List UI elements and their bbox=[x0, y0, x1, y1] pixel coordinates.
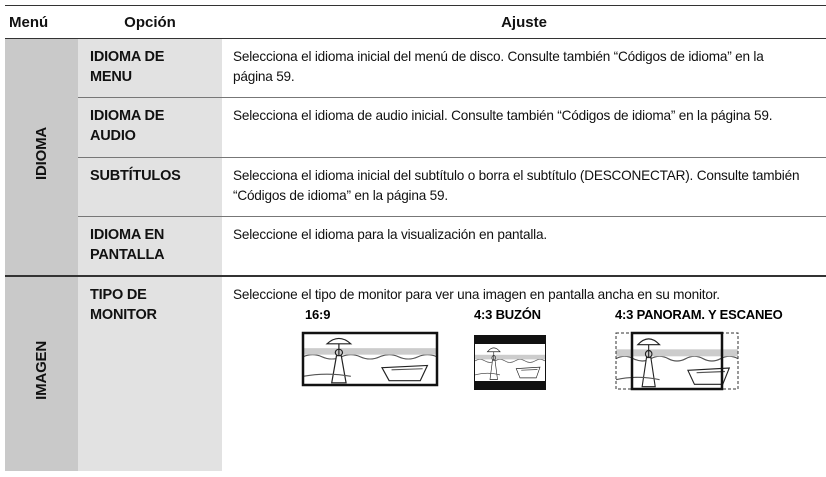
menu-label: IMAGEN bbox=[32, 341, 50, 400]
option: TIPO DE MONITOR bbox=[78, 275, 222, 471]
header-cell: Opción bbox=[78, 5, 222, 39]
scene bbox=[616, 337, 738, 387]
illustration-16-9: 16:9 bbox=[301, 307, 439, 386]
row: SUBTÍTULOS Selecciona el idioma inicial … bbox=[5, 157, 826, 217]
illustration-label: 4:3 BUZÓN bbox=[474, 307, 541, 322]
row: IMAGEN TIPO DE MONITOR Seleccione el tip… bbox=[5, 275, 826, 471]
scene bbox=[475, 343, 545, 381]
option: SUBTÍTULOS bbox=[78, 157, 222, 217]
option: IDIOMA DE MENU bbox=[78, 38, 222, 98]
scene bbox=[303, 337, 437, 383]
header-cell: Menú bbox=[5, 5, 78, 39]
illustration-letterbox: 4:3 BUZÓN bbox=[474, 307, 546, 390]
row: IDIOMA IDIOMA DE MENU Selecciona el idio… bbox=[5, 38, 826, 277]
illustration-panscan: 4:3 PANORAM. Y ESCANEO bbox=[615, 307, 783, 390]
settings-table: Menú Opción Ajuste IDIOMA IDIOMA DE MENU… bbox=[5, 5, 826, 471]
setting: Selecciona el idioma inicial del subtítu… bbox=[222, 157, 826, 217]
menu-cell: IMAGEN bbox=[5, 275, 78, 471]
option: IDIOMA DE AUDIO bbox=[78, 97, 222, 158]
setting: Seleccione el idioma para la visualizaci… bbox=[222, 216, 826, 277]
row: IDIOMA EN PANTALLA Seleccione el idioma … bbox=[5, 216, 826, 277]
setting-cell: Seleccione el tipo de monitor para ver u… bbox=[222, 276, 826, 471]
row: IDIOMA DE AUDIO Selecciona el idioma de … bbox=[5, 97, 826, 158]
menu-cell: IDIOMA bbox=[5, 38, 78, 277]
setting: Selecciona el idioma inicial del menú de… bbox=[222, 38, 826, 98]
illustration-label: 16:9 bbox=[305, 307, 330, 322]
menu-label: IDIOMA bbox=[32, 127, 50, 181]
monitor-illustrations: 16:9 4:3 BUZÓN 4:3 PANORAM. Y ESCANEO bbox=[301, 307, 783, 390]
setting: Seleccione el tipo de monitor para ver u… bbox=[233, 286, 720, 302]
illustration-label: 4:3 PANORAM. Y ESCANEO bbox=[615, 307, 783, 322]
header-cell: Ajuste bbox=[222, 5, 826, 39]
setting: Selecciona el idioma de audio inicial. C… bbox=[222, 97, 826, 158]
option: IDIOMA EN PANTALLA bbox=[78, 216, 222, 277]
header-row: Menú Opción Ajuste bbox=[5, 5, 826, 39]
